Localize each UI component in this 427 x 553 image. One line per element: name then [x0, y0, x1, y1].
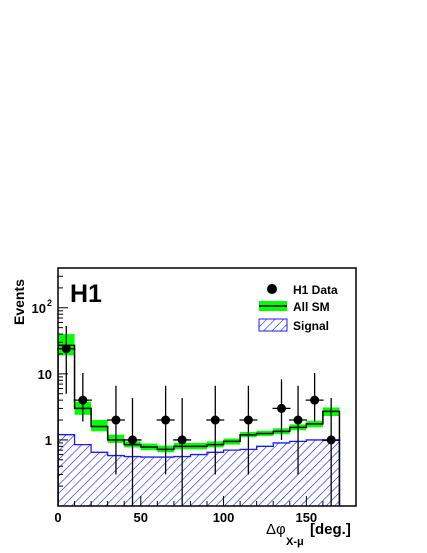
x-tick-label: 0 — [54, 510, 61, 525]
legend-label-data: H1 Data — [293, 283, 338, 297]
sm-band-bin — [91, 420, 108, 432]
data-point-group — [73, 373, 92, 422]
signal-bin — [190, 454, 207, 506]
data-point — [293, 415, 303, 425]
signal-outline — [58, 434, 341, 506]
signal-bin — [207, 452, 224, 506]
legend-label-signal: Signal — [293, 319, 329, 333]
signal-bin — [91, 452, 108, 506]
data-point — [161, 415, 171, 425]
x-axis-ticks: 0 50 100 150 — [54, 496, 357, 525]
data-point — [210, 415, 220, 425]
sm-outline — [58, 344, 341, 506]
signal-bin — [306, 439, 323, 506]
x-tick-label: 150 — [295, 510, 317, 525]
data-point-group — [305, 373, 324, 422]
legend-item-signal: Signal — [258, 318, 329, 333]
signal-bin — [223, 450, 241, 506]
data-point-group — [289, 385, 308, 475]
y-axis-label: Events — [11, 279, 27, 325]
signal-bin — [140, 457, 158, 506]
signal-bin — [240, 449, 257, 506]
data-point — [326, 435, 336, 445]
y-tick-label: 10 — [38, 367, 52, 382]
legend: H1 Data All SM Signal — [258, 283, 338, 333]
data-point — [310, 395, 320, 405]
x-tick-label: 100 — [213, 510, 235, 525]
data-point — [177, 435, 187, 445]
y-tick-label-exponent: 2 — [47, 298, 52, 308]
x-axis-label-unit: [deg.] — [310, 521, 351, 538]
data-point-group — [206, 385, 225, 475]
data-point-group — [239, 385, 258, 475]
experiment-label: H1 — [70, 280, 102, 308]
signal-histogram — [58, 434, 341, 506]
x-axis-label-subscript: X-μ — [286, 536, 304, 548]
data-point — [243, 415, 253, 425]
signal-bin — [74, 444, 92, 506]
legend-item-sm: All SM — [259, 300, 330, 314]
signal-bin — [58, 434, 75, 506]
legend-item-data: H1 Data — [267, 283, 338, 297]
data-point — [128, 435, 137, 445]
sm-histogram — [58, 344, 341, 506]
signal-bin — [273, 442, 290, 506]
signal-bin — [157, 457, 174, 506]
data-point-group — [123, 398, 142, 506]
sm-uncertainty-band — [58, 334, 340, 453]
y-tick-label: 10 — [32, 301, 46, 316]
data-point-group — [173, 398, 192, 506]
data-point — [111, 415, 121, 425]
data-points — [57, 325, 341, 506]
data-point-group — [156, 385, 175, 475]
data-point-group — [322, 398, 341, 506]
x-tick-label: 50 — [134, 510, 148, 525]
data-point-group — [57, 325, 76, 394]
data-point-group — [272, 379, 291, 440]
signal-bin — [256, 446, 274, 506]
legend-signal-swatch — [258, 318, 288, 332]
legend-label-sm: All SM — [293, 300, 330, 314]
data-point — [277, 403, 286, 413]
x-axis-label-symbol: Δφ — [266, 521, 286, 538]
data-point-group — [106, 385, 125, 475]
data-point — [61, 344, 71, 354]
data-point — [78, 395, 88, 405]
x-axis-label: Δφ X-μ [deg.] — [266, 521, 351, 548]
signal-bin — [107, 455, 125, 506]
y-tick-label: 1 — [45, 433, 52, 448]
legend-data-marker — [267, 284, 277, 294]
